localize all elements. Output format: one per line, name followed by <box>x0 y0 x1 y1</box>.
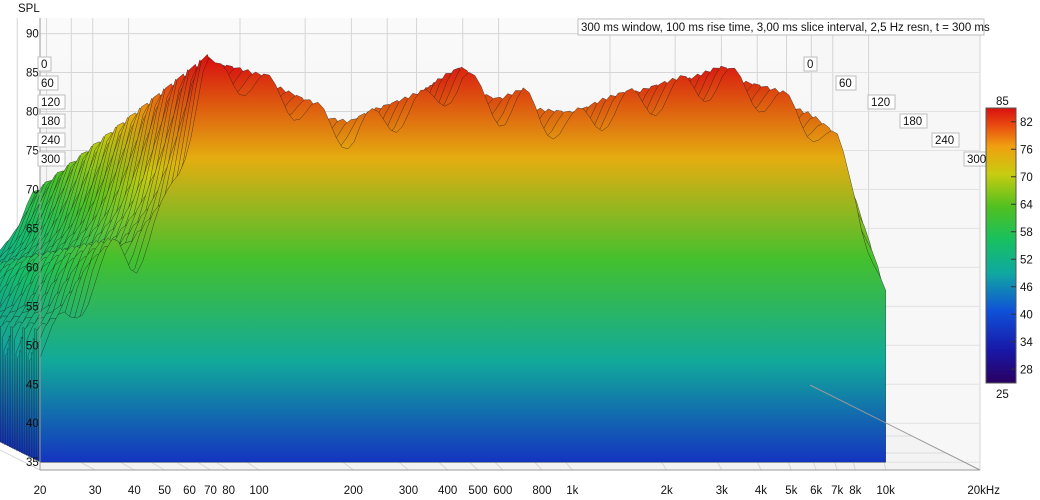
colorbar-tick-label: 82 <box>1020 117 1033 129</box>
time-label-right: 60 <box>835 75 857 91</box>
x-tick-label: 4k <box>755 485 767 497</box>
x-tick-label: 500 <box>468 485 487 497</box>
colorbar-tick-label: 58 <box>1020 227 1033 239</box>
time-label-right: 180 <box>899 113 928 129</box>
time-label-left: 60 <box>37 75 59 91</box>
svg-text:0: 0 <box>41 59 47 71</box>
waterfall-slice <box>39 56 886 463</box>
x-tick-label: 3k <box>716 485 728 497</box>
time-label-right: 120 <box>867 94 896 110</box>
y-tick-label: 80 <box>26 107 39 119</box>
x-tick-label: 20 <box>34 485 47 497</box>
y-tick-label: 55 <box>26 301 39 313</box>
colorbar-tick-label: 34 <box>1020 337 1033 349</box>
x-tick-label: 6k <box>810 485 822 497</box>
colorbar: 82 76 70 64 58 52 46 40 34 28 85 25 <box>985 96 1033 401</box>
x-tick-label: 80 <box>222 485 235 497</box>
y-tick-label: 40 <box>26 418 39 430</box>
y-tick-label: 65 <box>26 223 39 235</box>
y-tick-label: 45 <box>26 379 39 391</box>
time-axis-line <box>809 384 981 471</box>
colorbar-tick-label: 52 <box>1020 254 1033 266</box>
y-tick-label: 85 <box>26 68 39 80</box>
svg-text:300: 300 <box>41 154 60 166</box>
x-tick-label: 70 <box>204 485 217 497</box>
axes: 35 40 45 50 55 60 65 70 75 80 85 90 20 30 40 50 60 70 80 10… <box>26 18 1000 497</box>
time-label-right: 0 <box>803 56 818 72</box>
time-label-left: 180 <box>37 113 66 129</box>
chart-title-box: 300 ms window, 100 ms rise time, 3,00 ms… <box>577 18 990 36</box>
y-tick-label: 75 <box>26 145 39 157</box>
y-axis-label: SPL <box>18 3 40 15</box>
svg-text:60: 60 <box>839 78 852 90</box>
colorbar-gradient <box>985 107 1017 384</box>
x-tick-label: 600 <box>493 485 512 497</box>
time-label-right: 240 <box>931 132 960 148</box>
x-tick-label: 40 <box>128 485 141 497</box>
x-tick-label: 400 <box>438 485 457 497</box>
x-tick-label: 10k <box>876 485 895 497</box>
colorbar-tick-label: 70 <box>1020 172 1033 184</box>
x-tick-label: 20kHz <box>967 485 1000 497</box>
svg-text:180: 180 <box>41 116 60 128</box>
time-label-left: 240 <box>37 132 66 148</box>
x-tick-label: 800 <box>532 485 551 497</box>
colorbar-tick-label: 76 <box>1020 144 1033 156</box>
colorbar-tick-label: 64 <box>1020 199 1033 211</box>
y-tick-label: 70 <box>26 184 39 196</box>
x-tick-label: 1k <box>566 485 578 497</box>
x-tick-label: 7k <box>831 485 843 497</box>
colorbar-tick-label: 28 <box>1020 364 1033 376</box>
x-tick-label: 300 <box>399 485 418 497</box>
time-label-left: 0 <box>37 56 52 72</box>
x-tick-label: 100 <box>249 485 268 497</box>
time-label-left: 120 <box>37 94 66 110</box>
y-tick-label: 90 <box>26 29 39 41</box>
colorbar-tick-label: 40 <box>1020 309 1033 321</box>
colorbar-tick-label: 46 <box>1020 282 1033 294</box>
x-tick-label: 5k <box>785 485 797 497</box>
y-tick-label: 35 <box>26 457 39 469</box>
svg-text:120: 120 <box>871 97 890 109</box>
colorbar-min-label: 25 <box>996 389 1009 401</box>
svg-text:240: 240 <box>935 135 954 147</box>
x-tick-label: 60 <box>183 485 196 497</box>
x-tick-label: 50 <box>158 485 171 497</box>
x-tick-label: 8k <box>849 485 861 497</box>
time-label-left: 300 <box>37 151 66 167</box>
svg-text:60: 60 <box>41 78 54 90</box>
svg-text:240: 240 <box>41 135 60 147</box>
svg-text:0: 0 <box>807 59 813 71</box>
y-tick-label: 50 <box>26 340 39 352</box>
x-tick-label: 2k <box>661 485 673 497</box>
chart-title: 300 ms window, 100 ms rise time, 3,00 ms… <box>581 22 990 34</box>
x-tick-label: 30 <box>89 485 102 497</box>
svg-text:180: 180 <box>903 116 922 128</box>
x-gridline <box>0 449 41 471</box>
svg-text:300: 300 <box>967 154 986 166</box>
waterfall-slices <box>0 53 886 463</box>
y-tick-label: 60 <box>26 262 39 274</box>
colorbar-max-label: 85 <box>996 96 1009 108</box>
svg-text:120: 120 <box>41 97 60 109</box>
x-tick-label: 200 <box>344 485 363 497</box>
